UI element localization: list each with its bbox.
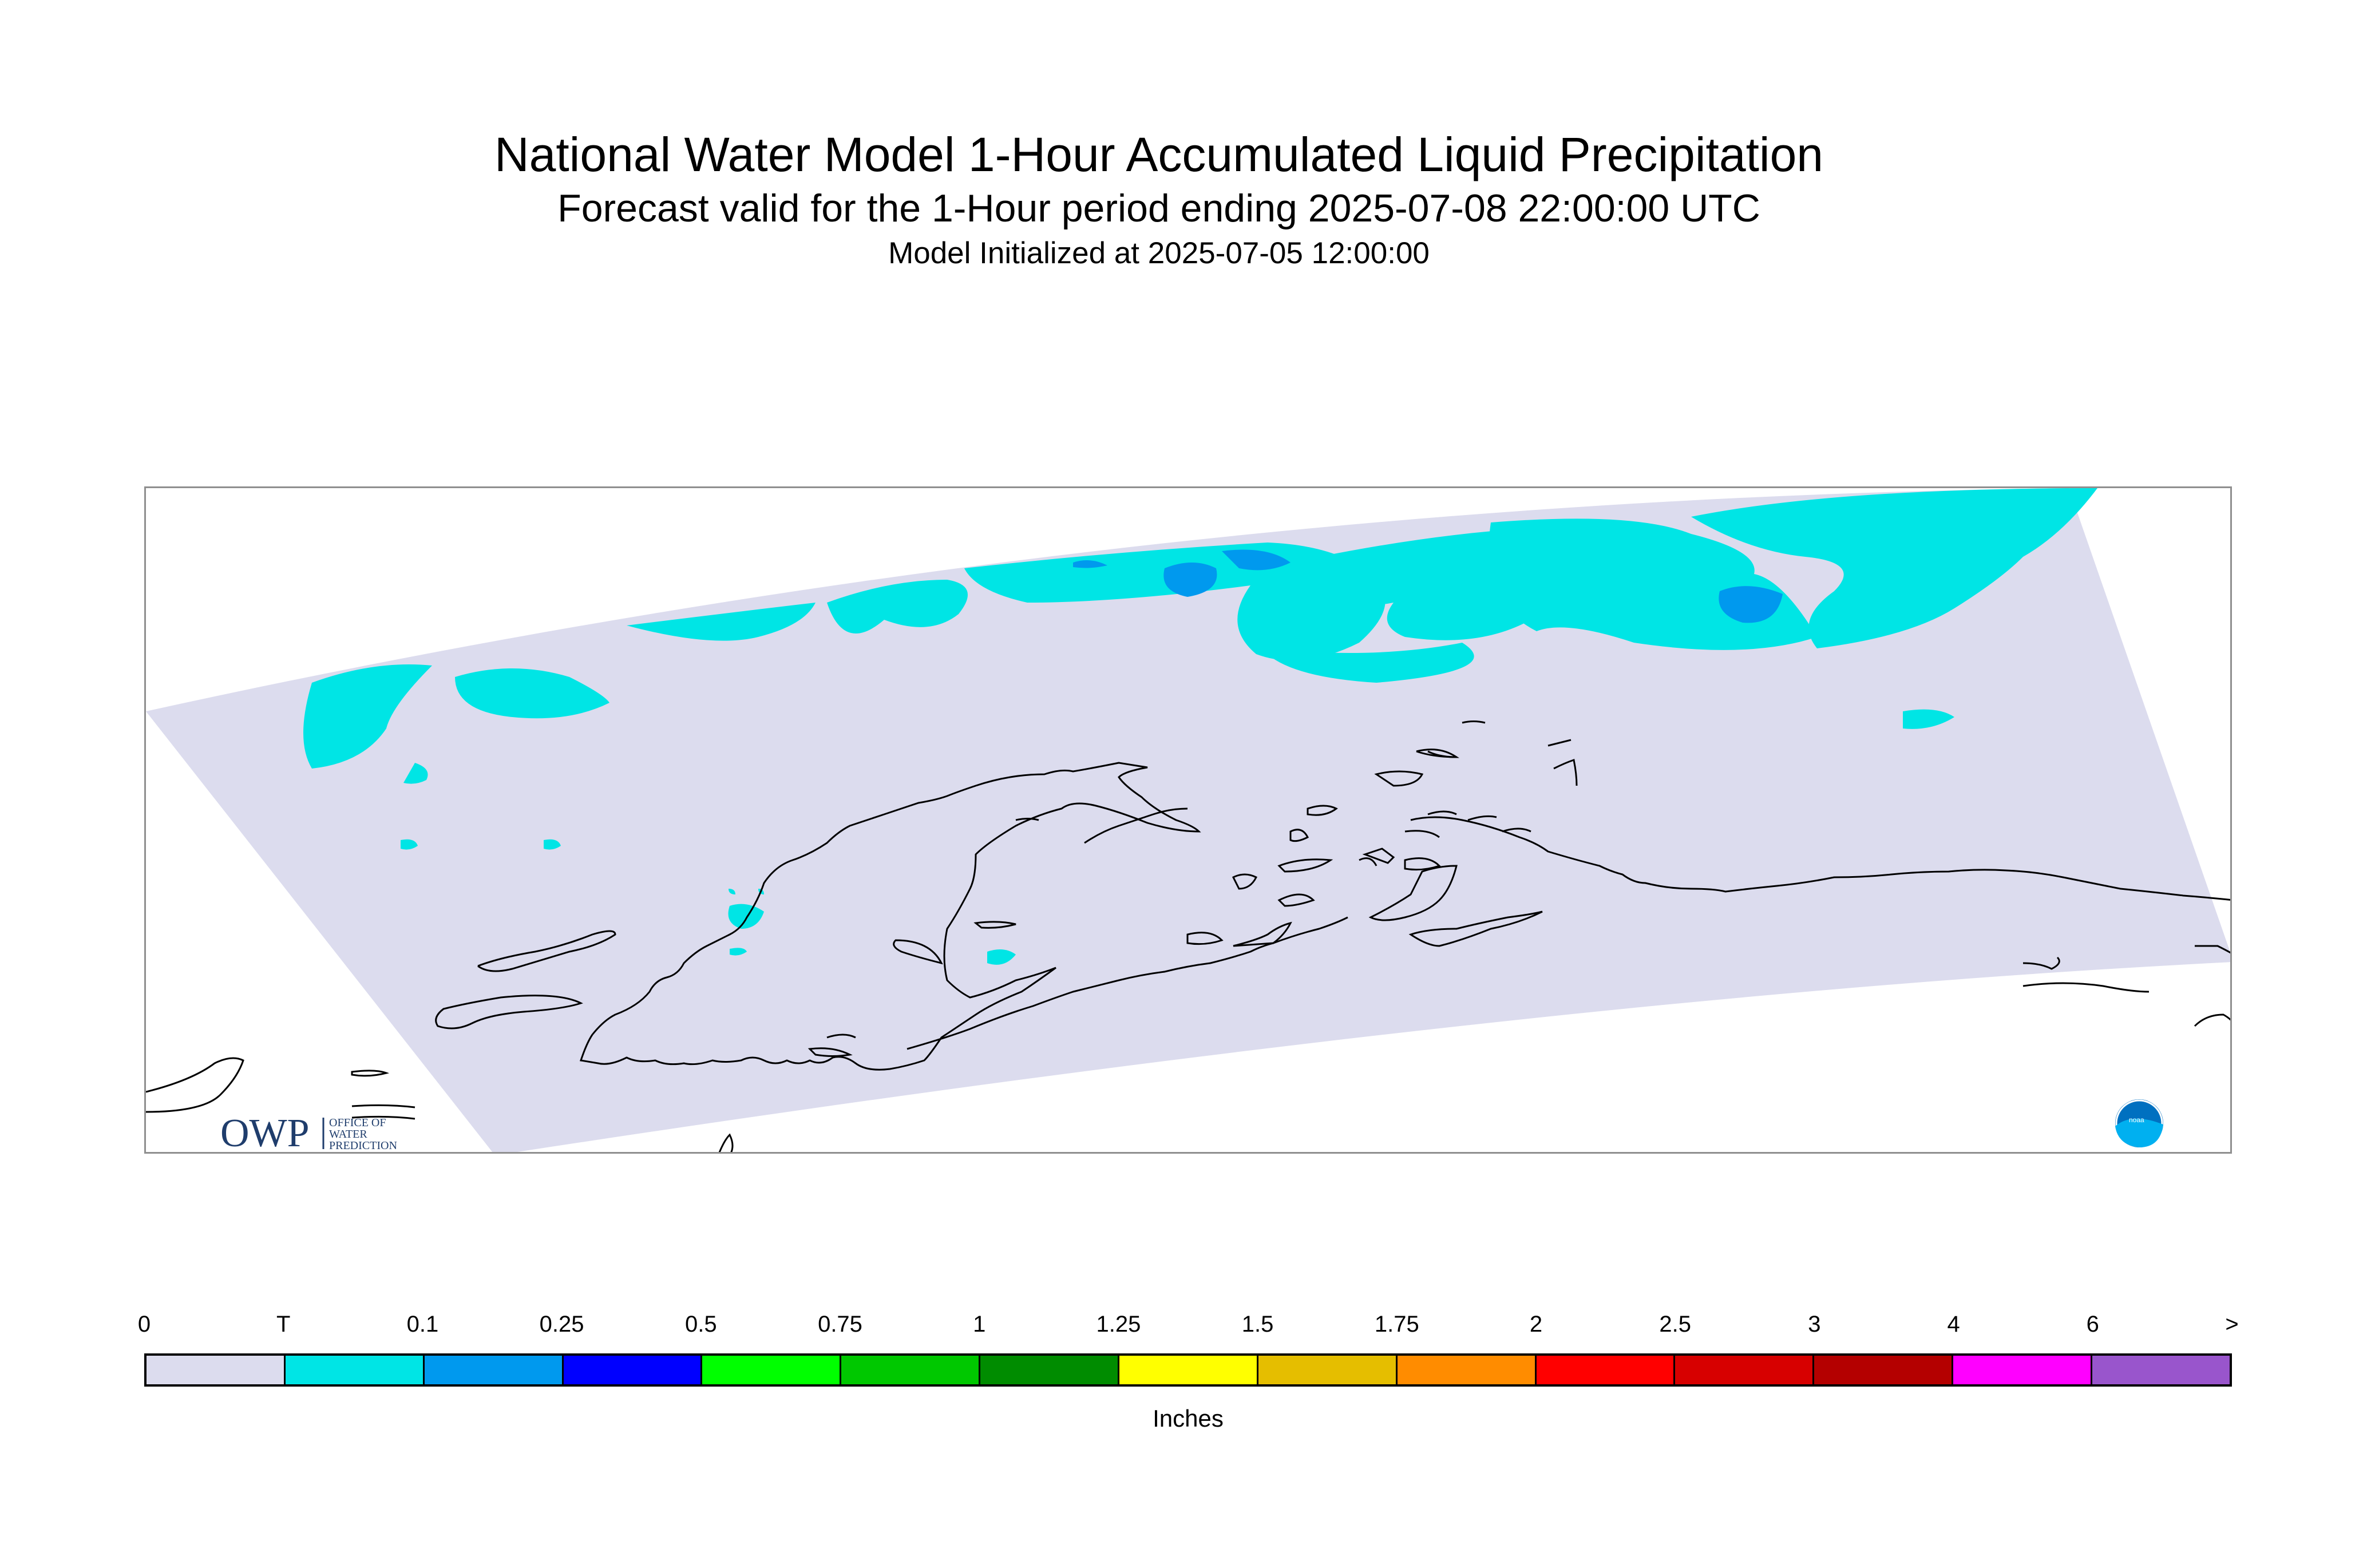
colorbar-swatch	[1814, 1356, 1954, 1384]
colorbar-tick-label: 0.75	[818, 1312, 862, 1337]
owp-line-1: OFFICE OF	[329, 1116, 386, 1129]
colorbar-swatch	[980, 1356, 1120, 1384]
colorbar-tick-label: 4	[1947, 1312, 1960, 1337]
forecast-valid-subtitle: Forecast valid for the 1-Hour period end…	[557, 187, 1760, 230]
colorbar-swatch	[702, 1356, 842, 1384]
colorbar-swatch	[841, 1356, 981, 1384]
colorbar-tick-label: 0.25	[539, 1312, 584, 1337]
model-init-subtitle: Model Initialized at 2025-07-05 12:00:00	[888, 236, 1430, 270]
colorbar-tick-label: 0.5	[684, 1312, 717, 1337]
colorbar-swatch	[1119, 1356, 1258, 1384]
colorbar-tick-label: 6	[2086, 1312, 2099, 1337]
model-domain-area	[146, 488, 2230, 1152]
colorbar-swatch	[1675, 1356, 1815, 1384]
colorbar-swatch	[147, 1356, 286, 1384]
owp-logo: OWP OFFICE OF WATER PREDICTION	[220, 1111, 397, 1154]
map-panel: OWP OFFICE OF WATER PREDICTION noaa	[144, 486, 2232, 1154]
colorbar-tick-label: 0	[137, 1312, 151, 1337]
colorbar-units: Inches	[1153, 1405, 1224, 1432]
colorbar-swatch	[1536, 1356, 1676, 1384]
colorbar-tick-label: 1.25	[1096, 1312, 1141, 1337]
noaa-logo-icon: noaa	[2115, 1099, 2163, 1147]
colorbar-tick-label: 1.5	[1241, 1312, 1274, 1337]
colorbar-swatch	[563, 1356, 703, 1384]
owp-line-3: PREDICTION	[329, 1139, 397, 1152]
colorbar-swatch	[1953, 1356, 2093, 1384]
colorbar-swatch	[1258, 1356, 1398, 1384]
colorbar-tick-label: 1	[973, 1312, 986, 1337]
owp-wordmark: OWP	[220, 1111, 310, 1154]
colorbar-swatch	[285, 1356, 425, 1384]
coastline-outlines	[146, 720, 2230, 1152]
colorbar-labels: 0 T 0.1 0.25 0.5 0.75 1 1.25 1.5 1.75 2 2.5 3 4 6 >	[0, 1312, 2375, 1346]
colorbar-tick-label: 1.75	[1374, 1312, 1419, 1337]
colorbar-swatch	[1397, 1356, 1537, 1384]
colorbar-tick-label: 3	[1808, 1312, 1821, 1337]
svg-text:noaa: noaa	[2129, 1116, 2144, 1124]
colorbar-tick-label: >	[2225, 1312, 2239, 1337]
colorbar-swatch	[2092, 1356, 2230, 1384]
colorbar-swatch	[424, 1356, 564, 1384]
colorbar-tick-label: 2	[1529, 1312, 1543, 1337]
owp-line-2: WATER	[329, 1128, 367, 1141]
map-title: National Water Model 1-Hour Accumulated …	[494, 128, 1824, 181]
colorbar-tick-label: 2.5	[1659, 1312, 1691, 1337]
colorbar-tick-label: T	[276, 1312, 291, 1337]
colorbar	[144, 1353, 2232, 1387]
precip-light-areas	[1073, 549, 1783, 623]
colorbar-tick-label: 0.1	[406, 1312, 439, 1337]
precip-map-svg: OWP OFFICE OF WATER PREDICTION noaa	[146, 488, 2230, 1154]
